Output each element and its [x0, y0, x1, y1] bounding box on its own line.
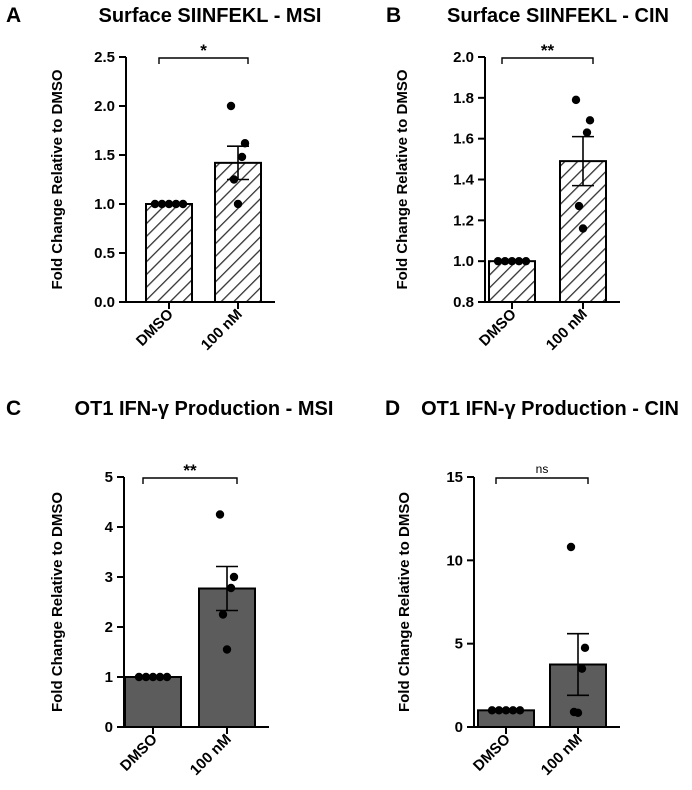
- data-point: [215, 510, 225, 519]
- significance-bracket: [501, 57, 594, 64]
- significance-bracket: [142, 477, 238, 484]
- y-tick-label: 5: [105, 469, 113, 486]
- y-tick-label: 10: [446, 552, 463, 569]
- significance-label: **: [183, 461, 197, 480]
- y-tick-label: 0: [455, 719, 463, 736]
- chart-panel-b: B Surface SIINFEKL - CIN Fold Change Relat…: [386, 4, 669, 354]
- data-point: [566, 542, 576, 552]
- data-point: [222, 645, 232, 654]
- chart-panel-c: C OT1 IFN-γ Production - MSI Fold Change R…: [6, 397, 333, 779]
- data-point: [487, 706, 497, 715]
- bar-dmso: [145, 203, 193, 303]
- x-tick-label: 100 nM: [198, 306, 246, 354]
- chart-panel-d: D OT1 IFN-γ Production - CIN Fold Change R…: [385, 397, 679, 779]
- data-point: [500, 256, 510, 266]
- data-point: [164, 199, 174, 209]
- data-point: [150, 199, 160, 209]
- y-axis-label: Fold Change Relative to DMSO: [396, 492, 413, 712]
- data-point: [218, 610, 228, 619]
- data-point: [237, 152, 247, 162]
- data-point: [157, 199, 167, 209]
- panel-title: OT1 IFN-γ Production - MSI: [75, 398, 334, 420]
- panel-title: Surface SIINFEKL - CIN: [447, 5, 669, 27]
- data-point: [229, 572, 239, 582]
- y-tick-label: 1: [105, 669, 113, 686]
- data-point: [578, 224, 588, 233]
- data-point: [494, 706, 504, 715]
- data-point: [571, 95, 581, 105]
- y-axis-label: Fold Change Relative to DMSO: [394, 69, 411, 289]
- data-point: [574, 201, 584, 211]
- data-point: [580, 643, 590, 653]
- panel-title: Surface SIINFEKL - MSI: [98, 5, 321, 27]
- y-tick-label: 1.2: [453, 212, 474, 229]
- bar-100-nm: [214, 161, 262, 303]
- y-tick-label: 15: [446, 469, 463, 486]
- panel-letter: B: [386, 4, 401, 27]
- y-tick-label: 1.6: [453, 131, 474, 148]
- data-point: [515, 706, 525, 715]
- data-point: [508, 706, 518, 715]
- y-tick-label: 4: [105, 519, 114, 536]
- data-point: [514, 256, 524, 266]
- data-point: [240, 139, 250, 148]
- significance-bracket: [158, 57, 249, 64]
- y-tick-label: 0.5: [94, 245, 115, 262]
- bar-dmso: [488, 260, 536, 303]
- y-tick-label: 3: [105, 569, 113, 586]
- data-point: [178, 199, 188, 209]
- data-point: [155, 672, 165, 682]
- data-point: [501, 706, 511, 715]
- y-tick-label: 1.0: [453, 253, 474, 270]
- data-point: [573, 708, 583, 718]
- y-tick-label: 1.0: [94, 196, 115, 213]
- x-tick-label: 100 nM: [187, 731, 235, 779]
- panel-letter: D: [385, 397, 400, 420]
- bar-dmso: [124, 676, 182, 728]
- y-tick-label: 0.8: [453, 294, 474, 311]
- data-point: [585, 116, 595, 125]
- data-point: [171, 199, 181, 209]
- y-tick-label: 5: [455, 636, 463, 653]
- y-tick-label: 2: [105, 619, 113, 636]
- data-point: [521, 256, 531, 266]
- significance-label: ns: [536, 462, 549, 476]
- x-tick-label: 100 nM: [538, 731, 586, 779]
- data-point: [233, 199, 243, 209]
- y-tick-label: 1.5: [94, 147, 115, 164]
- data-point: [226, 583, 236, 593]
- data-point: [229, 175, 239, 184]
- y-tick-label: 2.0: [453, 49, 474, 66]
- significance-bracket: [495, 477, 589, 484]
- x-tick-label: DMSO: [476, 306, 520, 350]
- x-tick-label: DMSO: [117, 731, 161, 775]
- data-point: [162, 672, 172, 682]
- data-point: [493, 256, 503, 266]
- data-point: [141, 672, 151, 682]
- y-axis-label: Fold Change Relative to DMSO: [49, 492, 66, 712]
- x-tick-label: DMSO: [470, 731, 514, 775]
- y-tick-label: 2.5: [94, 49, 115, 66]
- data-point: [134, 672, 144, 682]
- significance-label: *: [200, 41, 207, 60]
- y-tick-label: 1.4: [453, 172, 475, 189]
- panel-title: OT1 IFN-γ Production - CIN: [421, 398, 679, 420]
- x-tick-label: DMSO: [133, 306, 177, 350]
- data-point: [577, 664, 587, 673]
- y-axis-label: Fold Change Relative to DMSO: [49, 69, 66, 289]
- significance-label: **: [541, 41, 555, 60]
- y-tick-label: 0: [105, 719, 113, 736]
- y-tick-label: 1.8: [453, 90, 474, 107]
- data-point: [582, 128, 592, 137]
- y-tick-label: 0.0: [94, 294, 115, 311]
- chart-panel-a: A Surface SIINFEKL - MSI Fold Change Relat…: [6, 4, 322, 354]
- data-point: [226, 101, 236, 111]
- data-point: [507, 256, 517, 266]
- panel-letter: C: [6, 397, 21, 420]
- panel-letter: A: [6, 4, 21, 27]
- y-tick-label: 2.0: [94, 98, 115, 115]
- x-tick-label: 100 nM: [543, 306, 591, 354]
- data-point: [148, 672, 158, 682]
